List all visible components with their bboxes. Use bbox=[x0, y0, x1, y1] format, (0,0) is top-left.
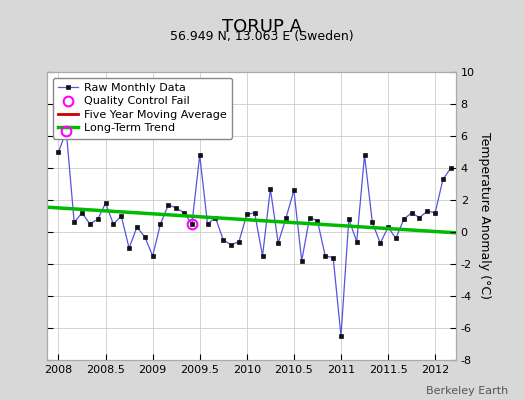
Raw Monthly Data bbox=[149, 254, 156, 258]
Line: Raw Monthly Data: Raw Monthly Data bbox=[57, 129, 453, 338]
Raw Monthly Data bbox=[338, 334, 344, 338]
Raw Monthly Data bbox=[189, 222, 195, 226]
Text: Berkeley Earth: Berkeley Earth bbox=[426, 386, 508, 396]
Y-axis label: Temperature Anomaly (°C): Temperature Anomaly (°C) bbox=[478, 132, 492, 300]
Raw Monthly Data bbox=[63, 129, 69, 134]
Raw Monthly Data bbox=[56, 150, 62, 154]
Text: TORUP A: TORUP A bbox=[222, 18, 302, 36]
Legend: Raw Monthly Data, Quality Control Fail, Five Year Moving Average, Long-Term Tren: Raw Monthly Data, Quality Control Fail, … bbox=[53, 78, 232, 139]
Raw Monthly Data bbox=[181, 210, 187, 215]
Raw Monthly Data bbox=[354, 239, 360, 244]
Raw Monthly Data bbox=[440, 177, 446, 182]
Raw Monthly Data bbox=[447, 166, 454, 170]
Raw Monthly Data bbox=[322, 254, 329, 258]
Text: 56.949 N, 13.063 E (Sweden): 56.949 N, 13.063 E (Sweden) bbox=[170, 30, 354, 43]
